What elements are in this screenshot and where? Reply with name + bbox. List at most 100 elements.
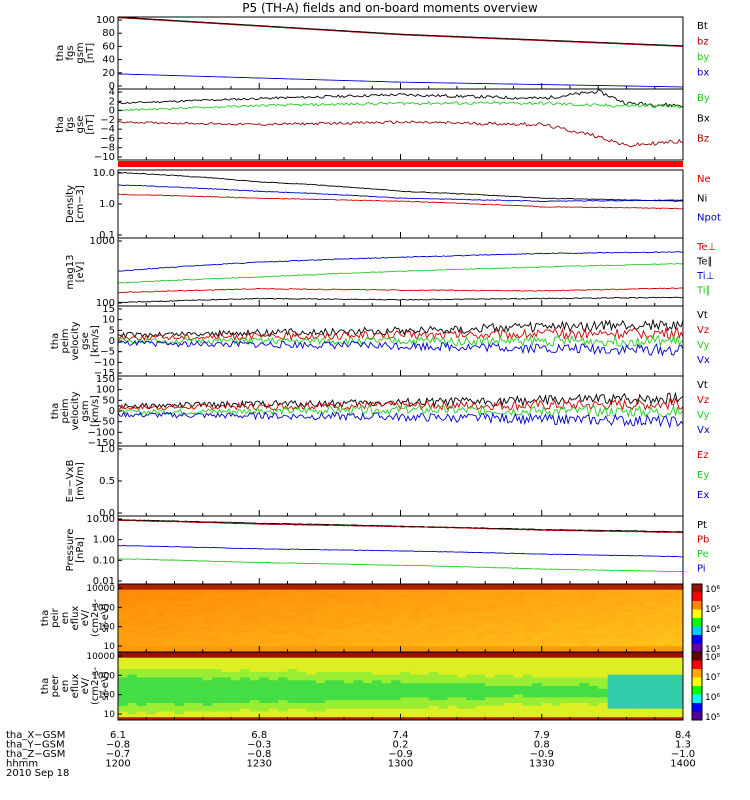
heatmap-cell — [645, 671, 656, 676]
heatmap-cell — [579, 646, 590, 650]
series-Pt — [117, 519, 683, 533]
heatmap-cell — [231, 592, 241, 596]
colorbar-label: 10⁷ — [705, 673, 720, 683]
y-axis-label-line: peim — [60, 328, 71, 353]
heatmap-cell — [466, 697, 477, 701]
heatmap-cell — [447, 703, 458, 707]
heatmap-cell — [315, 635, 326, 639]
heatmap-cell — [617, 612, 627, 616]
heatmap-cell — [268, 598, 279, 602]
heatmap-cell — [447, 586, 458, 591]
y-tick-label: 150 — [96, 374, 115, 385]
heatmap-cell — [579, 714, 590, 718]
heatmap-cell — [588, 637, 599, 642]
heatmap-cell — [259, 697, 270, 701]
heatmap-cell — [560, 666, 571, 670]
heatmap-cell — [325, 683, 336, 687]
heatmap-cell — [409, 595, 420, 599]
heatmap-cell — [457, 640, 467, 644]
heatmap-cell — [372, 603, 383, 608]
heatmap-cell — [344, 618, 354, 622]
heatmap-cell — [315, 677, 326, 681]
heatmap-cell — [221, 595, 232, 599]
heatmap-cell — [532, 708, 543, 712]
series-bz — [117, 17, 684, 47]
heatmap-cell — [466, 609, 477, 613]
series-Te⊥ — [118, 287, 684, 294]
heatmap-cell — [240, 620, 251, 625]
heatmap-cell — [560, 629, 571, 633]
heatmap-cell — [466, 657, 477, 661]
heatmap-cell — [513, 618, 524, 622]
heatmap-cell — [579, 584, 590, 588]
heatmap-cell — [268, 711, 279, 715]
heatmap-cell — [560, 603, 571, 608]
heatmap-cell — [183, 598, 194, 602]
heatmap-cell — [240, 603, 251, 608]
heatmap-cell — [259, 711, 270, 715]
heatmap-cell — [146, 646, 157, 650]
heatmap-cell — [560, 674, 571, 678]
heatmap-cell — [136, 637, 147, 642]
heatmap-cell — [165, 606, 175, 610]
heatmap-cell — [419, 603, 430, 608]
heatmap-cell — [626, 652, 637, 656]
heatmap-cell — [221, 626, 232, 630]
heatmap-cell — [485, 643, 496, 647]
heatmap-cell — [325, 688, 336, 693]
heatmap-cell — [617, 620, 627, 625]
heatmap-cell — [626, 640, 637, 644]
heatmap-cell — [532, 584, 543, 588]
heatmap-cell — [475, 660, 486, 664]
heatmap-cell — [136, 711, 147, 715]
heatmap-cell — [664, 598, 675, 602]
heatmap-cell — [532, 595, 543, 599]
heatmap-cell — [522, 598, 533, 602]
heatmap-cell — [588, 717, 599, 721]
heatmap-cell — [165, 589, 175, 593]
heatmap-cell — [362, 612, 373, 616]
heatmap-cell — [541, 666, 552, 670]
heatmap-cell — [240, 632, 251, 636]
heatmap-cell — [400, 666, 411, 670]
heatmap-cell — [212, 663, 223, 667]
heatmap-cell — [127, 657, 138, 661]
heatmap-cell — [155, 598, 166, 602]
heatmap-cell — [447, 686, 458, 690]
heatmap-cell — [551, 674, 562, 678]
heatmap-cell — [428, 688, 439, 693]
heatmap-cell — [513, 703, 524, 707]
heatmap-cell — [645, 626, 656, 630]
heatmap-cell — [202, 654, 213, 659]
heatmap-cell — [146, 717, 157, 721]
heatmap-cell — [118, 620, 128, 625]
heatmap-cell — [381, 595, 392, 599]
heatmap-cell — [221, 589, 232, 593]
colorbar-segment — [692, 592, 702, 602]
heatmap-cell — [259, 691, 270, 695]
heatmap-cell — [287, 711, 298, 715]
heatmap-cell — [391, 626, 401, 630]
heatmap-cell — [607, 603, 618, 608]
heatmap-cell — [400, 618, 411, 622]
heatmap-cell — [541, 697, 552, 701]
heatmap-cell — [259, 620, 270, 625]
heatmap-cell — [287, 598, 298, 602]
heatmap-cell — [287, 643, 298, 647]
heatmap-cell — [183, 686, 194, 690]
heatmap-cell — [259, 606, 270, 610]
heatmap-cell — [504, 584, 514, 588]
heatmap-cell — [306, 635, 317, 639]
heatmap-cell — [588, 674, 599, 678]
heatmap-cell — [664, 677, 675, 681]
heatmap-cell — [278, 589, 288, 593]
heatmap-cell — [532, 654, 543, 659]
heatmap-cell — [155, 620, 166, 625]
heatmap-cell — [400, 711, 411, 715]
heatmap-cell — [522, 589, 533, 593]
heatmap-cell — [494, 618, 505, 622]
heatmap-cell — [362, 697, 373, 701]
heatmap-cell — [607, 703, 618, 707]
heatmap-cell — [127, 652, 138, 656]
